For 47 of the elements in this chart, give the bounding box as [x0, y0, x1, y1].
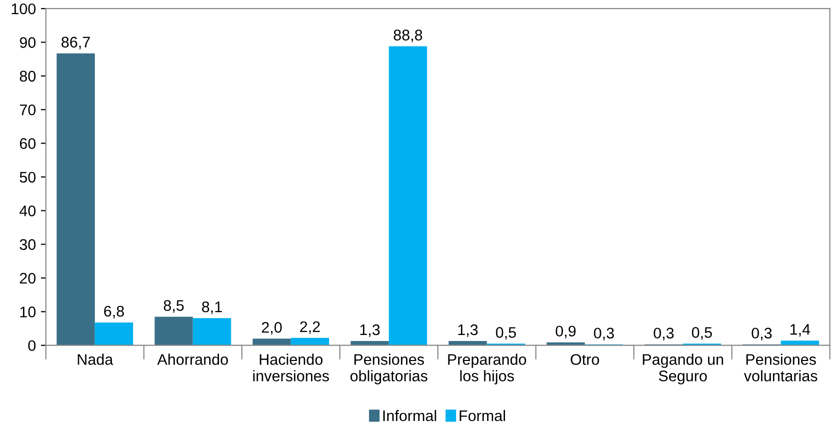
legend-label: Informal: [383, 410, 436, 422]
bar: [154, 316, 193, 346]
x-tick-label: Pensiones obligatorias: [350, 354, 428, 384]
x-tick-label: Nada: [78, 354, 114, 365]
x-tick-label: Haciendo inversiones: [253, 354, 329, 382]
y-tick-label: 70: [20, 104, 36, 116]
bar: [192, 318, 232, 346]
y-tick-label: 80: [20, 70, 36, 82]
data-label: 88,8: [394, 30, 422, 42]
y-tick-label: 0: [28, 340, 36, 352]
bar: [350, 340, 389, 346]
data-label: 0,5: [692, 327, 712, 340]
x-tick-label: Otro: [570, 354, 600, 365]
y-tick-label: 90: [20, 37, 36, 48]
data-label: 2,2: [300, 321, 320, 334]
bar: [448, 340, 487, 346]
data-label: 1,4: [790, 324, 810, 337]
y-tick-label: 100: [12, 3, 36, 14]
data-label: 0,3: [594, 328, 614, 340]
x-tick-label: Pensiones voluntarias: [744, 354, 818, 382]
data-label: 8,5: [164, 300, 184, 313]
y-tick-label: 30: [20, 239, 36, 250]
data-label: 0,3: [752, 328, 772, 340]
x-tick-label: Pagando un Seguro: [642, 354, 724, 384]
data-label: 1,3: [458, 324, 478, 337]
bar: [780, 340, 820, 346]
legend-label: Formal: [460, 410, 505, 422]
bar: [56, 53, 95, 346]
x-tick-label: Ahorrando: [157, 354, 228, 365]
y-tick-label: 50: [20, 172, 36, 183]
y-tick-label: 60: [20, 138, 36, 149]
y-tick-label: 20: [20, 272, 36, 284]
data-label: 86,7: [62, 36, 90, 50]
bar: [290, 338, 330, 346]
data-label: 2,0: [262, 322, 282, 335]
bar: [252, 338, 291, 346]
y-tick-label: 10: [20, 306, 36, 318]
data-label: 6,8: [104, 306, 124, 318]
data-label: 0,5: [496, 327, 516, 340]
bar: [388, 46, 428, 346]
bar: [94, 322, 134, 346]
y-tick-label: 40: [20, 206, 36, 216]
data-label: 0,3: [654, 328, 674, 340]
data-label: 8,1: [202, 301, 222, 314]
data-label: 0,9: [556, 326, 576, 338]
data-label: 1,3: [360, 324, 380, 337]
x-tick-label: Preparando los hijos: [448, 354, 526, 384]
